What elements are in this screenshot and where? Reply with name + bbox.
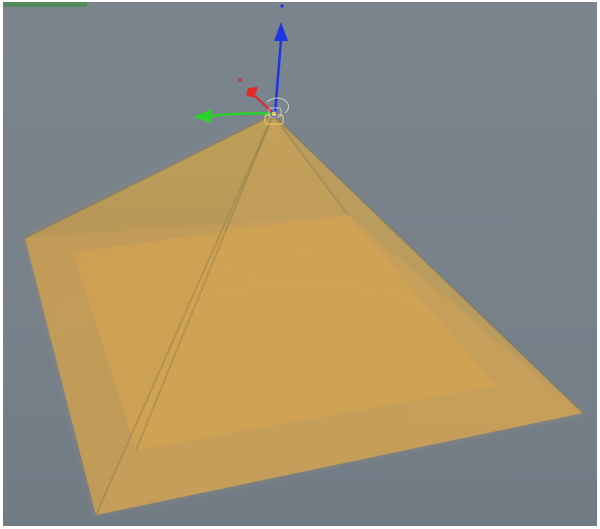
3d-viewport[interactable] <box>3 2 597 526</box>
viewport-canvas[interactable] <box>3 2 597 526</box>
pyramid-edge-diagonal <box>95 114 274 516</box>
translate-gizmo[interactable] <box>193 4 290 125</box>
pyramid-edge-front-right <box>272 114 584 414</box>
pyramid-edge-back <box>272 114 349 216</box>
pyramid-mesh[interactable] <box>24 114 584 516</box>
red-axis-arrow-icon[interactable] <box>238 78 274 114</box>
blue-axis-arrow-icon[interactable] <box>273 4 288 115</box>
pyramid-edge-left <box>24 114 274 239</box>
pyramid-edge-glow <box>25 215 583 515</box>
pyramid-edge-front-left <box>135 114 274 451</box>
pyramid-back-face <box>25 115 348 238</box>
gizmo-center-handle-icon[interactable] <box>264 97 290 125</box>
viewport-hud-indicator <box>3 2 87 7</box>
